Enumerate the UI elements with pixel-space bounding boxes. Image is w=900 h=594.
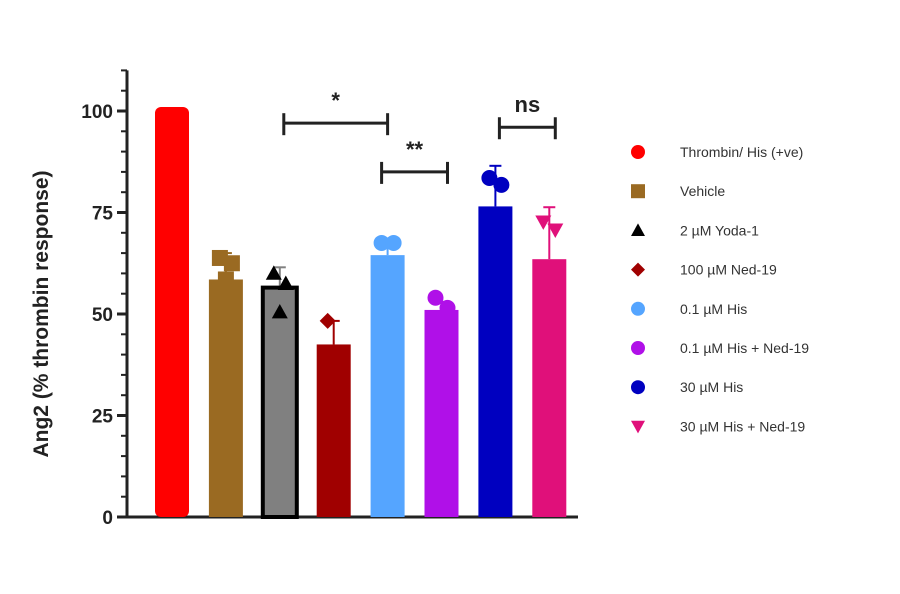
data-point xyxy=(319,312,336,329)
bar xyxy=(316,344,351,517)
bar xyxy=(260,285,299,519)
legend-marker xyxy=(631,145,645,159)
y-axis-label: Ang2 (% thrombin response) xyxy=(30,170,53,457)
data-point xyxy=(541,306,558,322)
y-tick-label: 100 xyxy=(81,102,113,123)
data-point xyxy=(535,215,552,230)
legend-label: 0.1 µM His + Ned-19 xyxy=(680,340,809,356)
legend-marker xyxy=(631,380,645,395)
data-point xyxy=(277,275,294,290)
bar xyxy=(532,259,567,517)
significance-label: ** xyxy=(406,137,424,162)
y-tick-label: 75 xyxy=(92,204,114,225)
significance-label: ns xyxy=(515,92,541,117)
data-point xyxy=(481,169,498,186)
data-point xyxy=(373,234,390,251)
data-point xyxy=(547,223,564,238)
legend-label: Thrombin/ His (+ve) xyxy=(680,144,803,160)
y-tick-label: 50 xyxy=(92,305,113,326)
legend-label: 30 µM His + Ned-19 xyxy=(680,418,805,434)
legend-marker xyxy=(631,341,645,355)
y-tick-label: 25 xyxy=(92,407,114,428)
data-point xyxy=(265,265,282,280)
data-point xyxy=(493,176,510,193)
bar xyxy=(370,255,405,517)
bar xyxy=(478,206,513,517)
data-point xyxy=(217,271,234,288)
data-point xyxy=(439,299,456,316)
bar xyxy=(424,309,459,517)
legend-marker xyxy=(631,301,645,316)
y-tick-label: 0 xyxy=(102,508,113,529)
legend-label: Vehicle xyxy=(680,183,725,199)
bar xyxy=(208,279,243,517)
data-point xyxy=(223,255,240,272)
legend-label: 100 µM Ned-19 xyxy=(680,262,777,278)
legend-marker xyxy=(631,420,645,434)
significance-label: * xyxy=(331,88,340,113)
data-point xyxy=(427,289,444,306)
legend-label: 30 µM His xyxy=(680,379,743,395)
legend-marker xyxy=(631,262,645,277)
data-point xyxy=(271,303,288,319)
bar xyxy=(155,106,189,517)
legend-label: 0.1 µM His xyxy=(680,301,747,317)
legend-marker xyxy=(631,223,645,236)
data-point xyxy=(385,234,402,251)
legend-marker xyxy=(631,184,645,199)
legend-label: 2 µM Yoda-1 xyxy=(680,222,759,238)
